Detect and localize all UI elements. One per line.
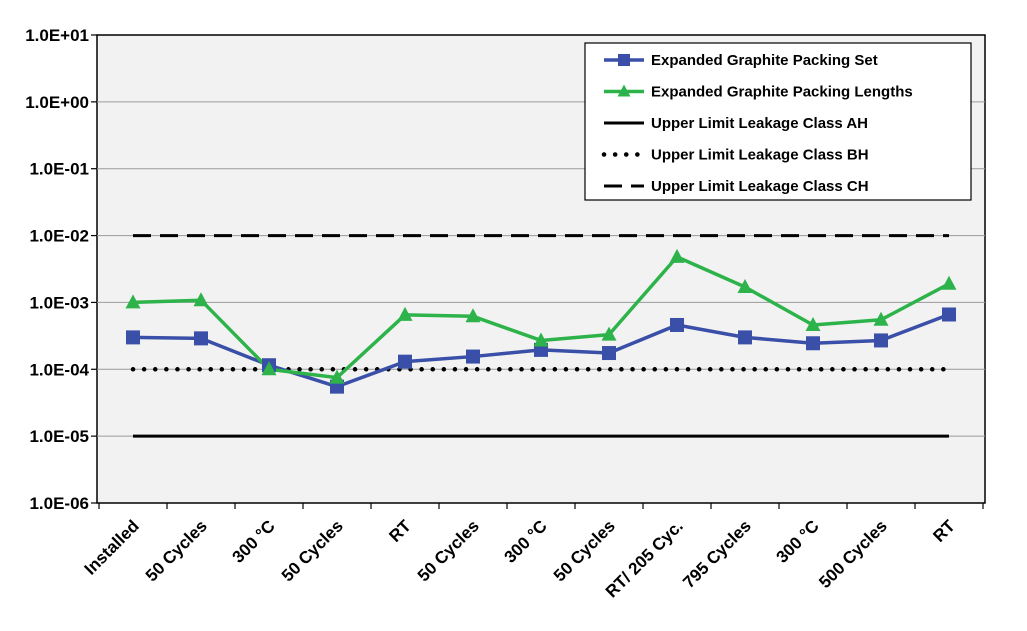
x-tick-label: 50 Cycles [550, 516, 619, 585]
data-point-triangle [737, 279, 753, 294]
y-tick-label: 1.0E-01 [29, 160, 89, 179]
y-tick-label: 1.0E-04 [29, 360, 89, 379]
x-tick-label: 50 Cycles [278, 516, 347, 585]
x-tick-label: Installed [81, 516, 143, 578]
y-tick-label: 1.0E-03 [29, 293, 89, 312]
data-point-triangle [601, 326, 617, 341]
data-point-square [466, 349, 480, 364]
y-tick-label: 1.0E+00 [25, 93, 89, 112]
x-tick-label: 500 Cycles [815, 516, 891, 592]
x-tick-label: 50 Cycles [142, 516, 211, 585]
y-tick-label: 1.0E-05 [29, 427, 89, 446]
x-tick-label: RT [929, 516, 959, 546]
data-point-square [194, 331, 208, 346]
legend-label: Expanded Graphite Packing Lengths [651, 84, 913, 101]
data-point-triangle [465, 308, 481, 323]
data-point-triangle [533, 332, 549, 347]
data-point-triangle [329, 369, 345, 384]
data-point-triangle [805, 316, 821, 331]
data-point-triangle [193, 292, 209, 307]
x-tick-label: 300 °C [773, 516, 823, 566]
x-tick-label: 50 Cycles [414, 516, 483, 585]
x-tick-label: 300 °C [501, 516, 551, 566]
data-point-triangle [941, 275, 957, 290]
legend-marker-triangle [617, 84, 631, 97]
data-point-triangle [261, 361, 277, 376]
data-point-square [874, 333, 888, 348]
legend: Expanded Graphite Packing Set Expanded Gr… [584, 42, 972, 201]
x-axis: Installed 50 Cycles 300 °C 50 Cycles RT 50 Cy… [81, 503, 984, 601]
data-point-square [738, 330, 752, 345]
data-point-square [670, 317, 684, 332]
y-axis: 1.0E+01 1.0E+00 1.0E-01 1.0E-02 1.0E-03 1.0E-… [25, 26, 97, 513]
y-tick-label: 1.0E-06 [29, 494, 89, 513]
x-tick-label: 300 °C [229, 516, 279, 566]
data-point-square [398, 354, 412, 369]
legend-label: Upper Limit Leakage Class BH [651, 147, 869, 164]
legend-label: Upper Limit Leakage Class AH [651, 115, 868, 132]
data-point-triangle [873, 311, 889, 326]
y-tick-label: 1.0E-02 [29, 227, 89, 246]
data-point-triangle [397, 306, 413, 321]
data-point-square [602, 346, 616, 361]
legend-label: Upper Limit Leakage Class CH [651, 178, 869, 195]
legend-label: Expanded Graphite Packing Set [651, 52, 878, 69]
data-point-square [126, 330, 140, 345]
data-point-triangle [669, 248, 685, 263]
legend-marker-square [618, 54, 630, 66]
x-tick-label: 795 Cycles [679, 516, 755, 592]
y-tick-label: 1.0E+01 [25, 26, 89, 45]
legend-box [584, 42, 972, 201]
series-markers [125, 248, 957, 394]
data-point-square [942, 307, 956, 322]
x-tick-label: RT [385, 516, 415, 546]
data-point-square [806, 336, 820, 351]
data-point-triangle [125, 294, 141, 309]
